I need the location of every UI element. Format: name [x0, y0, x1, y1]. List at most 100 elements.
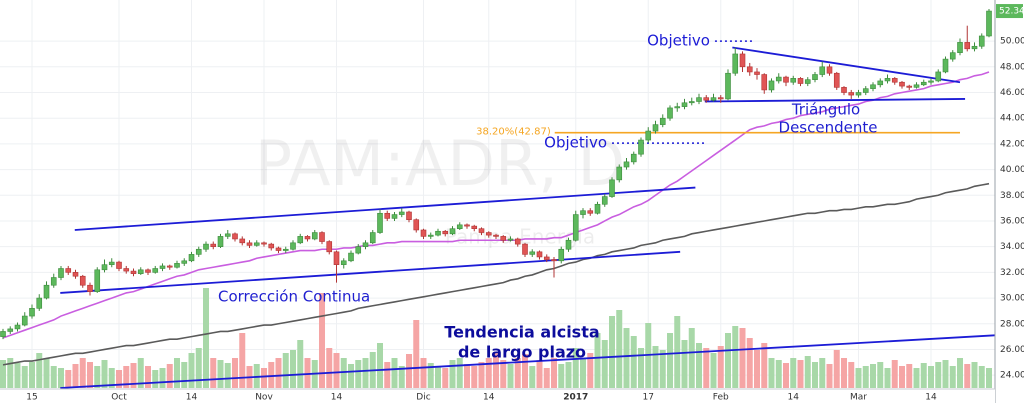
volume-bar [957, 358, 963, 388]
volume-bar [384, 362, 391, 388]
volume-bar [804, 356, 811, 388]
volume-bar [739, 328, 746, 388]
candle-body [899, 81, 905, 87]
candle-body [137, 269, 144, 274]
candle-body [688, 101, 695, 104]
candle-body [652, 124, 659, 132]
y-tick-label: 28.00 [1000, 319, 1024, 329]
volume-bar [275, 358, 282, 388]
candle-body [224, 233, 231, 237]
volume-bar [580, 358, 586, 388]
volume-bar [43, 358, 50, 388]
candle-body [0, 331, 6, 337]
volume-bar [449, 360, 456, 388]
volume-bar [50, 366, 57, 388]
target-label: Objetivo [647, 32, 710, 50]
x-tick-label: 17 [643, 393, 654, 403]
volume-bar [181, 362, 188, 388]
candle-body [79, 275, 86, 286]
candle-body [732, 53, 739, 74]
volume-bar [848, 362, 855, 388]
candle-body [304, 236, 311, 240]
candle-body [739, 53, 746, 68]
candle-body [43, 284, 50, 299]
annotation: Descendente [779, 119, 878, 137]
volume-bar [217, 360, 224, 388]
watermark: PAM:ADR, D [255, 127, 626, 200]
trend-line [60, 250, 681, 294]
candle-body [290, 242, 296, 250]
trend-line [60, 334, 995, 389]
volume-bar [964, 364, 971, 388]
candle-body [609, 179, 615, 197]
candle-body [319, 232, 325, 242]
candle-body [703, 97, 710, 101]
volume-bar [949, 366, 956, 388]
candle-body [464, 224, 470, 227]
candle-body [630, 153, 637, 163]
candle-body [797, 78, 804, 84]
volume-bar [899, 366, 905, 388]
volume-bar [239, 333, 246, 388]
candle-body [297, 236, 304, 244]
candle-body [427, 234, 434, 237]
candle-body [725, 72, 731, 100]
volume-bar [725, 333, 731, 388]
volume-bar [978, 366, 985, 388]
volume-bar [29, 362, 35, 388]
volume-bar [224, 363, 231, 388]
candle-body [435, 230, 441, 236]
volume-bar [717, 346, 724, 388]
volume-bar [674, 316, 681, 388]
candle-body [754, 71, 760, 75]
candle-body [667, 107, 673, 119]
candle-body [920, 81, 927, 86]
volume-bar [21, 366, 28, 388]
volume-bar [652, 346, 659, 388]
volume-bar [210, 358, 217, 388]
candle-body [594, 203, 601, 214]
volume-bar [514, 358, 521, 388]
volume-bar [862, 366, 869, 388]
y-tick-label: 24.00 [1000, 371, 1024, 381]
volume-bar [398, 366, 405, 388]
candle-body [819, 66, 826, 75]
candle-body [500, 236, 507, 241]
candle-body [833, 72, 840, 88]
volume-bar [203, 288, 209, 388]
volume-bar [493, 353, 499, 388]
candle-body [449, 228, 456, 235]
volume-bar [362, 358, 369, 388]
candle-body [369, 232, 376, 244]
volume-bar [746, 338, 753, 388]
volume-bar [420, 358, 427, 388]
candle-body [21, 315, 28, 326]
y-tick-label: 40.00 [1000, 165, 1024, 175]
candle-body [123, 268, 130, 272]
candle-body [623, 161, 630, 168]
candle-body [957, 42, 963, 53]
volume-bar [79, 358, 86, 388]
volume-bar [137, 358, 144, 388]
y-tick-label: 46.00 [1000, 88, 1024, 98]
annotation: Tendencia alcista [444, 323, 599, 342]
candle-body [507, 238, 514, 241]
volume-bar [768, 358, 775, 388]
candle-body [783, 76, 789, 83]
volume-bar [971, 362, 978, 388]
volume-bar [609, 316, 615, 388]
candle-body [7, 328, 14, 332]
candle-body [145, 269, 151, 273]
volume-bar [14, 363, 21, 388]
x-tick-label: 14 [331, 393, 343, 403]
volume-bar [710, 353, 717, 388]
volume-bar [688, 328, 695, 388]
y-tick-label: 38.00 [1000, 191, 1024, 201]
candle-body [580, 210, 586, 215]
candle-body [681, 102, 688, 107]
volume-bar [870, 364, 876, 388]
volume-bar [551, 358, 557, 388]
candle-body [906, 85, 913, 88]
volume-bar [413, 320, 420, 388]
candle-body [326, 241, 333, 253]
